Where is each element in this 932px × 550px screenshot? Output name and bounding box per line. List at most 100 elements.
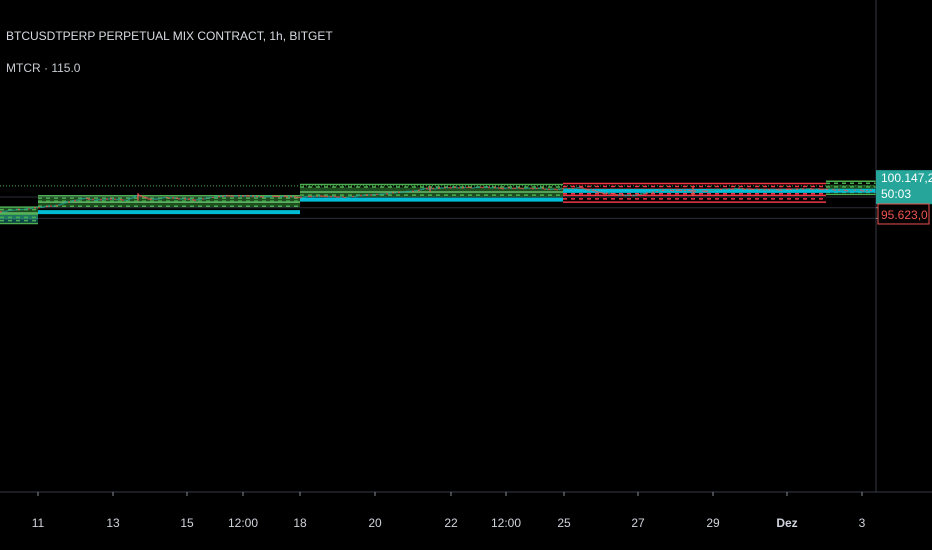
candle-body bbox=[86, 198, 88, 200]
candle-body bbox=[518, 187, 520, 189]
candle-body bbox=[212, 197, 214, 199]
candle-body bbox=[778, 189, 780, 191]
candle-body bbox=[786, 188, 788, 190]
candle-body bbox=[224, 195, 226, 197]
candle-body bbox=[246, 195, 248, 197]
candle-body bbox=[768, 189, 770, 191]
candle-body bbox=[340, 196, 342, 198]
candle-body bbox=[164, 196, 166, 198]
candle-body bbox=[586, 189, 588, 191]
candle-body bbox=[228, 195, 230, 197]
candle-body bbox=[138, 195, 140, 197]
candle-body bbox=[276, 196, 278, 198]
candle-body bbox=[696, 190, 698, 192]
candle-body bbox=[46, 206, 48, 208]
candle-body bbox=[772, 189, 774, 191]
candle-body bbox=[258, 196, 260, 198]
candle-body bbox=[624, 195, 626, 197]
candle-body bbox=[222, 195, 224, 197]
candle-body bbox=[200, 198, 202, 200]
candle-body bbox=[836, 189, 838, 191]
candle-body bbox=[152, 198, 154, 200]
price-axis[interactable]: 90.000,080.000,070.000,0 bbox=[0, 0, 932, 493]
candle-body bbox=[248, 195, 250, 197]
time-axis[interactable]: 11 13 15 12:00 18 20 22 12:00 25 27 29 Dez 3 bbox=[32, 492, 866, 530]
candle-body bbox=[360, 195, 362, 197]
last-price-label: 100.147,2 bbox=[881, 171, 932, 185]
candle-body bbox=[722, 188, 724, 190]
candle-body bbox=[726, 188, 728, 190]
candle-body bbox=[14, 209, 16, 211]
candle-body bbox=[398, 191, 400, 193]
candle-body bbox=[68, 201, 70, 203]
candle-body bbox=[254, 195, 256, 197]
chart-title[interactable]: BTCUSDTPERP PERPETUAL MIX CONTRACT, 1h, … bbox=[6, 29, 333, 43]
candle-body bbox=[470, 187, 472, 189]
candle-body bbox=[846, 190, 848, 192]
candle-body bbox=[396, 191, 398, 193]
x-tick-label-0: 11 bbox=[32, 516, 45, 530]
candle-body bbox=[186, 198, 188, 200]
indicator-legend[interactable]: MTCR · 115.0 bbox=[6, 61, 81, 75]
candle-body bbox=[816, 188, 818, 190]
candle-body bbox=[180, 198, 182, 200]
candle-body bbox=[650, 191, 652, 193]
candle-body bbox=[308, 196, 310, 198]
candle-body bbox=[642, 193, 644, 195]
x-tick-label-2: 15 bbox=[180, 516, 194, 530]
candle-body bbox=[474, 187, 476, 189]
candle-body bbox=[306, 196, 308, 198]
candle-body bbox=[724, 188, 726, 190]
candle-body bbox=[132, 197, 134, 199]
candle-body bbox=[634, 195, 636, 197]
candle-body bbox=[298, 197, 300, 199]
candle-body bbox=[610, 193, 612, 195]
candle-body bbox=[828, 189, 830, 191]
candle-body bbox=[384, 193, 386, 195]
candle-body bbox=[524, 188, 526, 190]
candle-body bbox=[496, 187, 498, 189]
candle-body bbox=[788, 188, 790, 190]
candle-body bbox=[658, 190, 660, 192]
candle-body bbox=[674, 189, 676, 191]
candle-body bbox=[120, 199, 122, 201]
candle-body bbox=[754, 189, 756, 191]
candle-body bbox=[734, 188, 736, 190]
candle-body bbox=[750, 188, 752, 190]
candle-body bbox=[570, 188, 572, 190]
candle-body bbox=[556, 189, 558, 191]
candle-body bbox=[312, 195, 314, 197]
candle-body bbox=[380, 193, 382, 195]
candle-body bbox=[560, 188, 562, 190]
candle-body bbox=[648, 192, 650, 194]
candle-body bbox=[244, 195, 246, 197]
candle-body bbox=[622, 194, 624, 196]
x-tick-label-8: 25 bbox=[557, 516, 571, 530]
candle-body bbox=[576, 187, 578, 189]
candle-body bbox=[468, 186, 470, 188]
candle-body bbox=[844, 189, 846, 191]
candle-body bbox=[160, 198, 162, 200]
candle-body bbox=[830, 189, 832, 191]
candle-body bbox=[430, 188, 432, 190]
candle-body bbox=[646, 192, 648, 194]
candle-body bbox=[128, 198, 130, 200]
x-tick-label-5: 20 bbox=[368, 516, 382, 530]
x-tick-label-6: 22 bbox=[444, 516, 458, 530]
candle-body bbox=[62, 203, 64, 205]
candle-body bbox=[376, 194, 378, 196]
candle-body bbox=[16, 209, 18, 211]
candle-body bbox=[848, 190, 850, 192]
candle-body bbox=[554, 188, 556, 190]
candle-body bbox=[126, 199, 128, 201]
candle-body bbox=[668, 189, 670, 191]
candle-body bbox=[34, 207, 36, 209]
candle-body bbox=[198, 199, 200, 201]
candle-body bbox=[184, 198, 186, 200]
candle-body bbox=[866, 190, 868, 192]
candle-body bbox=[746, 188, 748, 190]
candle-body bbox=[812, 188, 814, 190]
candle-body bbox=[318, 195, 320, 197]
candle-body bbox=[372, 194, 374, 196]
